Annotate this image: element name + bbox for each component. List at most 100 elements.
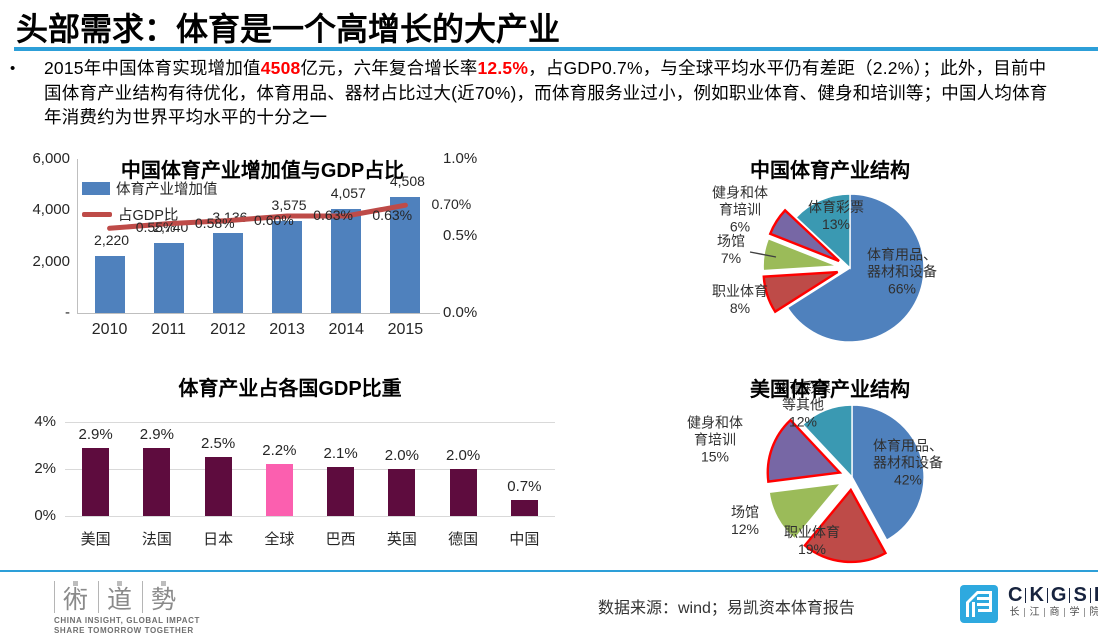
y-axis-tick: 2%: [34, 460, 56, 477]
bar-value-label: 2.0%: [446, 447, 481, 464]
letter-separator: [1069, 587, 1071, 603]
left-axis-tick: 2,000: [32, 252, 70, 270]
y-axis-line: [77, 159, 78, 313]
line-value-label: 0.63%: [372, 206, 413, 223]
x-axis-label: 2014: [328, 321, 365, 338]
char-separator: [1024, 608, 1025, 617]
value-bar: [153, 242, 184, 313]
brand-character-column: 道: [98, 581, 142, 613]
x-axis-label: 2012: [210, 321, 246, 338]
body-highlight-1: 4508: [260, 58, 301, 78]
page-title: 头部需求：体育是一个高增长的大产业: [16, 11, 561, 47]
x-axis-label: 日本: [203, 531, 234, 548]
chart-title: 体育产业占各国GDP比重: [178, 378, 402, 400]
small-mark: [161, 581, 167, 586]
value-bar: [272, 221, 303, 313]
line-value-label: 0.60%: [254, 211, 294, 228]
footer-divider: [0, 570, 1098, 572]
line-series-swatch: [82, 212, 112, 217]
legend-label: 体育产业增加值: [116, 182, 218, 198]
gridline: [65, 422, 555, 423]
pie-slice: [786, 193, 925, 343]
right-axis-tick: 0.0%: [443, 304, 478, 321]
pie-slice-label: 职业体育 8%: [712, 283, 768, 316]
x-axis-label: 2015: [387, 321, 424, 338]
ckgsb-chinese-char: 江: [1029, 607, 1040, 618]
pie-slice: [801, 404, 853, 479]
ckgsb-chinese-char: 学: [1069, 607, 1080, 618]
pie-slice: [768, 482, 843, 540]
bar-value-label: 4,508: [389, 173, 425, 190]
char-separator: [1084, 608, 1085, 617]
pie-slice: [768, 208, 840, 263]
left-axis-tick: 4,000: [32, 201, 70, 219]
chart-title: 美国体育产业结构: [750, 379, 910, 401]
x-axis-label: 2011: [151, 321, 186, 338]
pie-slice-label: 健身和体 育培训 6%: [712, 184, 768, 235]
x-axis-label: 2013: [269, 321, 305, 338]
chart-title: 中国体育产业结构: [750, 160, 910, 182]
left-axis-tick: 6,000: [32, 150, 70, 167]
chart-legend: 体育产业增加值 占GDP比: [82, 178, 218, 230]
pie_us-pie: [766, 404, 925, 564]
legend-label: 占GDP比: [118, 208, 179, 224]
y-axis-tick: 0%: [34, 507, 56, 524]
value-bar: [94, 256, 125, 313]
value-bar: [331, 208, 362, 313]
bar-value-label: 2,220: [94, 232, 130, 249]
title-underline: [14, 47, 1098, 51]
value-bar: [82, 447, 110, 516]
pie-slice-label: 体育彩票 13%: [808, 199, 864, 232]
x-axis-label: 巴西: [325, 531, 356, 548]
ckgsb-letter: S: [1073, 584, 1087, 606]
bar-value-label: 2.1%: [323, 444, 358, 462]
value-bar: [449, 469, 477, 516]
pie-slice-label: 职业体育 19%: [784, 524, 840, 557]
x-axis-line: [77, 313, 440, 314]
brand-calligraphy-logo: 術道勢: [54, 581, 186, 613]
x-axis-label: 中国: [509, 531, 540, 548]
value-bar: [327, 466, 355, 516]
chart-china-added-value-gdp: 中国体育产业增加值与GDP占比 体育产业增加值 占GDP比 6,000 4,000…: [10, 150, 498, 348]
body-part-1: 2015年中国体育实现增加值: [44, 58, 261, 78]
gridline: [65, 516, 555, 517]
bullet-marker: •: [10, 60, 16, 77]
ckgsb-letter: G: [1050, 584, 1067, 606]
pie-slice-label: 健身和体 育培训 15%: [687, 414, 743, 465]
value-bar: [143, 447, 171, 516]
value-bar: [510, 499, 538, 516]
tagline-2: SHARE TOMORROW TOGETHER: [54, 626, 194, 635]
ckgsb-letter: C: [1008, 584, 1023, 606]
body-paragraph: 2015年中国体育实现增加值4508亿元，六年复合增长率12.5%，占GDP0.…: [44, 56, 1054, 130]
pie-slice: [851, 404, 925, 542]
brand-character: 道: [107, 585, 133, 614]
brand-character: 勢: [151, 585, 177, 614]
chart-gdp-share-by-country: 体育产业占各国GDP比重 4% 2% 0% 2.9% 美国 2.9% 法国 2.5% 日本 2.2…: [20, 370, 565, 570]
pie-slice: [803, 487, 888, 564]
small-mark: [73, 581, 78, 586]
letter-separator: [1089, 587, 1091, 603]
ckgsb-chinese-char: 长: [1009, 607, 1020, 618]
value-bar: [388, 469, 416, 516]
bar-value-label: 2.9%: [139, 425, 174, 443]
label-connector: [749, 251, 777, 258]
body-part-3: ，占GDP0.7%，与全球平均水平仍有差距（2.2%）；此外，目前中国体育产业结…: [44, 58, 1048, 127]
bar-value-label: 2.9%: [78, 425, 113, 443]
left-axis-tick: -: [65, 304, 70, 321]
bar-value-label: 2.5%: [201, 435, 236, 453]
pie-slice-label: 场馆 7%: [717, 233, 745, 266]
pie-slice: [762, 270, 839, 314]
pie-slice-label: 体育彩票 等其他 12%: [775, 379, 831, 430]
brand-character-column: 術: [54, 581, 98, 613]
ckgsb-letters: CKGSB: [1005, 585, 1098, 605]
right-axis-tick: 1.0%: [443, 150, 478, 167]
bar-value-label: 2.2%: [262, 442, 297, 460]
right-axis-tick: 0.5%: [443, 227, 478, 244]
chart-title: 中国体育产业增加值与GDP占比: [120, 160, 405, 182]
char-separator: [1044, 608, 1045, 617]
value-bar: [204, 457, 232, 516]
gridline: [65, 469, 555, 470]
